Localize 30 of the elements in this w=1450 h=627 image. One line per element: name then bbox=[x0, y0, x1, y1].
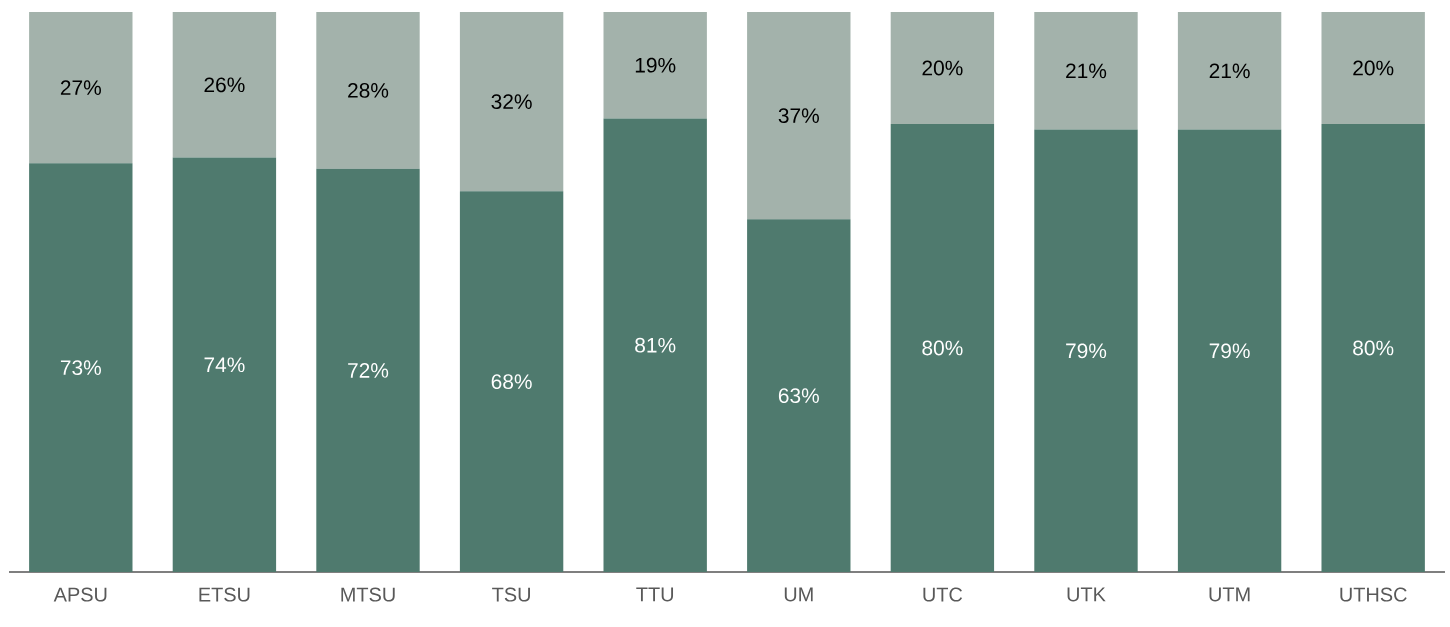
x-tick-label: UTK bbox=[1067, 587, 1106, 602]
data-label: 68% bbox=[491, 374, 532, 389]
data-label: 21% bbox=[1209, 63, 1250, 79]
data-label: 79% bbox=[1209, 343, 1250, 359]
x-tick-label: TSU bbox=[492, 587, 530, 602]
data-label: 73% bbox=[60, 360, 101, 375]
x-tick-label: APSU bbox=[53, 587, 107, 602]
data-label: 20% bbox=[1353, 60, 1394, 76]
data-label: 37% bbox=[778, 108, 819, 123]
data-label: 27% bbox=[60, 80, 101, 95]
data-label: 63% bbox=[778, 388, 819, 403]
data-label: 32% bbox=[491, 94, 532, 109]
data-label: 74% bbox=[204, 357, 245, 373]
x-tick-label: UTHSC bbox=[1340, 587, 1407, 602]
x-tick-label: MTSU bbox=[341, 587, 395, 602]
data-label: 21% bbox=[1066, 63, 1107, 79]
data-label: 26% bbox=[204, 77, 245, 93]
data-label: 20% bbox=[922, 60, 963, 76]
x-tick-label: ETSU bbox=[199, 587, 250, 602]
x-tick-label: TTU bbox=[636, 587, 674, 602]
data-label: 79% bbox=[1066, 343, 1107, 359]
data-label: 81% bbox=[635, 337, 676, 353]
x-tick-label: UTM bbox=[1209, 587, 1250, 602]
data-label: 19% bbox=[635, 57, 676, 73]
x-tick-label: UM bbox=[784, 587, 813, 602]
data-label: 28% bbox=[348, 82, 389, 98]
data-label: 80% bbox=[922, 340, 963, 356]
data-label: 80% bbox=[1353, 340, 1394, 356]
data-label: 72% bbox=[348, 363, 389, 378]
x-tick-label: UTC bbox=[923, 587, 963, 602]
